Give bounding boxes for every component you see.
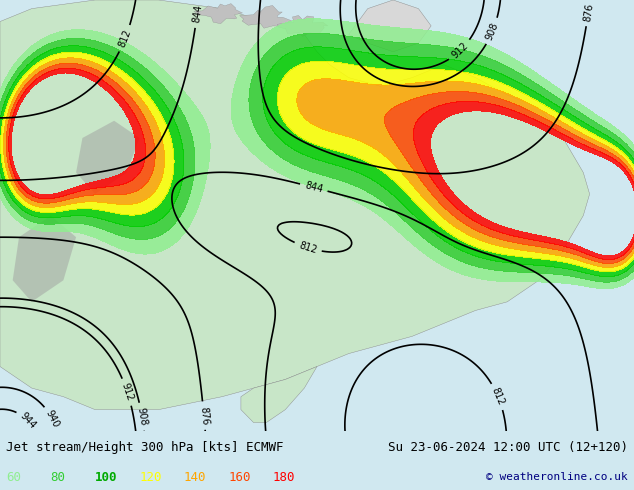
Text: 812: 812 <box>117 28 133 49</box>
Text: 940: 940 <box>44 409 61 430</box>
Text: 912: 912 <box>120 382 135 402</box>
Text: 908: 908 <box>484 21 501 42</box>
Text: 100: 100 <box>95 470 117 484</box>
Text: 812: 812 <box>297 240 318 255</box>
Polygon shape <box>241 367 317 422</box>
Text: 912: 912 <box>450 41 470 60</box>
Text: 160: 160 <box>228 470 250 484</box>
Text: 120: 120 <box>139 470 162 484</box>
Polygon shape <box>199 1 245 24</box>
Text: © weatheronline.co.uk: © weatheronline.co.uk <box>486 472 628 482</box>
Text: 140: 140 <box>184 470 206 484</box>
Text: 180: 180 <box>273 470 295 484</box>
Text: Su 23-06-2024 12:00 UTC (12+120): Su 23-06-2024 12:00 UTC (12+120) <box>387 441 628 454</box>
Polygon shape <box>76 121 139 194</box>
Text: 876: 876 <box>198 406 210 425</box>
Text: 844: 844 <box>191 4 204 24</box>
Polygon shape <box>249 8 291 29</box>
Text: 944: 944 <box>18 411 38 431</box>
Polygon shape <box>13 216 76 302</box>
Text: 60: 60 <box>6 470 22 484</box>
Polygon shape <box>288 14 326 37</box>
Text: 908: 908 <box>136 407 148 427</box>
Text: 80: 80 <box>51 470 66 484</box>
Text: 844: 844 <box>304 180 324 195</box>
Text: Jet stream/Height 300 hPa [kts] ECMWF: Jet stream/Height 300 hPa [kts] ECMWF <box>6 441 284 454</box>
Text: 876: 876 <box>582 2 595 22</box>
Polygon shape <box>349 0 431 52</box>
Polygon shape <box>0 0 590 410</box>
Text: 812: 812 <box>489 386 506 407</box>
